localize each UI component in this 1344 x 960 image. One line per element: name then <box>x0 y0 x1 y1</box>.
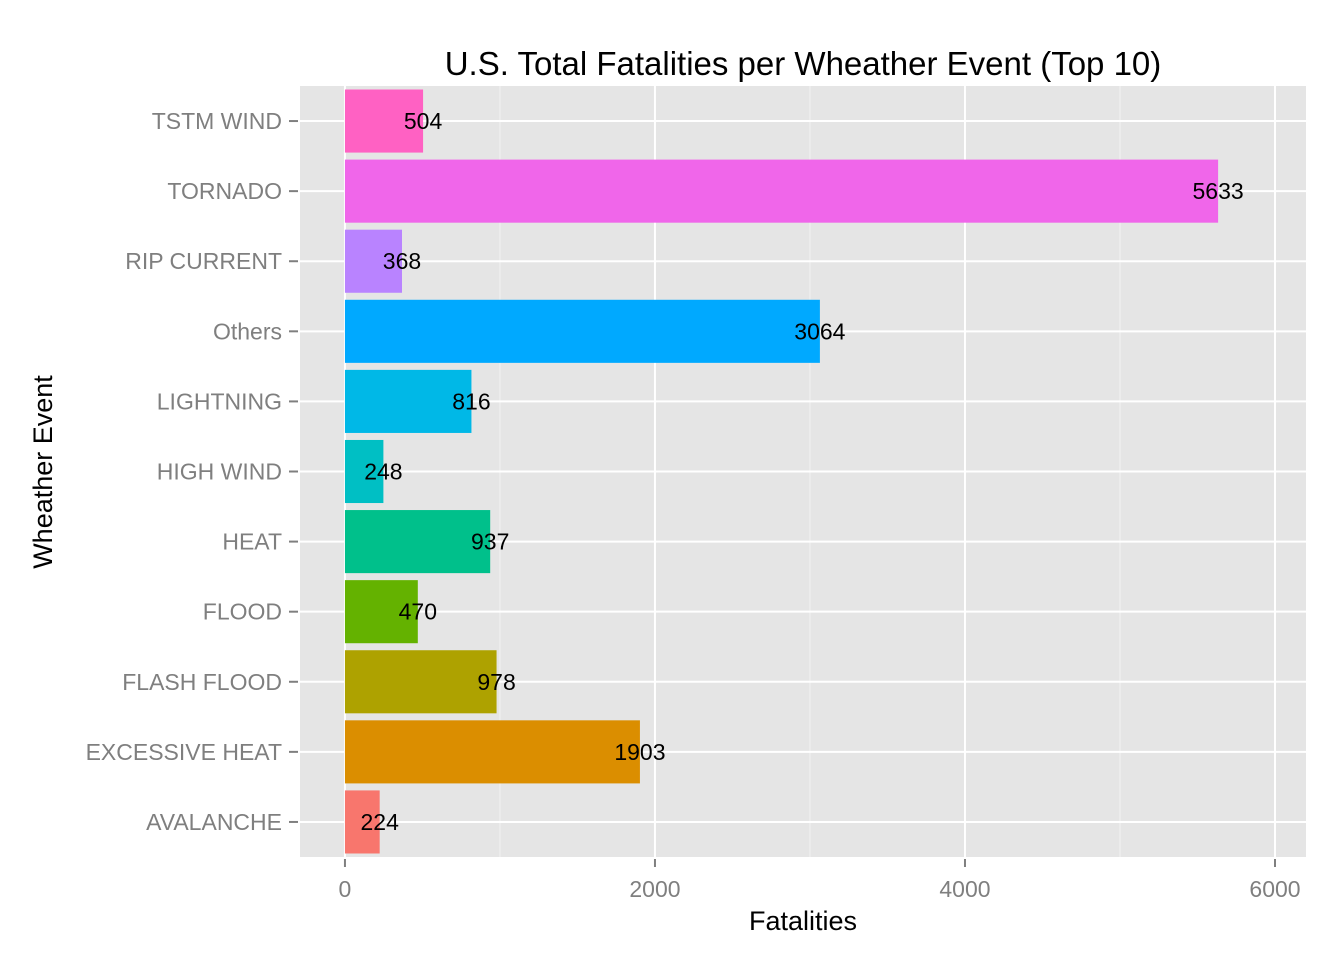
x-tick-label: 0 <box>339 876 352 902</box>
bar <box>344 439 384 504</box>
bar <box>344 299 820 363</box>
bar-value-label: 504 <box>404 108 443 134</box>
bar-value-label: 5633 <box>1193 178 1244 204</box>
x-axis: 0 2000 4000 6000 <box>339 859 1301 902</box>
x-tick-label: 6000 <box>1249 876 1300 902</box>
y-tick-label: HIGH WIND <box>157 459 282 485</box>
x-axis-label: Fatalities <box>749 906 857 936</box>
y-tick-label: FLOOD <box>203 599 282 625</box>
bar <box>344 720 640 784</box>
y-tick-label: RIP CURRENT <box>125 248 282 274</box>
chart-title: U.S. Total Fatalities per Wheather Event… <box>445 45 1162 82</box>
bar <box>344 790 380 854</box>
bar <box>344 580 418 644</box>
y-tick-label: TORNADO <box>167 178 282 204</box>
bar <box>344 89 424 153</box>
bar <box>344 159 1219 223</box>
bars <box>344 89 1219 854</box>
bar-value-label: 978 <box>477 669 515 695</box>
y-tick-label: Others <box>213 318 282 344</box>
bar-value-label: 470 <box>399 599 437 625</box>
y-tick-label: LIGHTNING <box>157 388 282 414</box>
bar-value-label: 1903 <box>614 739 665 765</box>
bar-value-label: 816 <box>452 388 490 414</box>
y-tick-label: TSTM WIND <box>152 108 282 134</box>
bar-value-labels: 504 5633 368 3064 816 248 937 470 978 1903 224 <box>360 108 1243 835</box>
bar <box>344 369 472 433</box>
x-tick-label: 2000 <box>629 876 680 902</box>
y-axis: TSTM WIND TORNADO RIP CURRENT Others LIGHTNI… <box>86 108 298 835</box>
y-tick-label: HEAT <box>222 529 282 555</box>
x-tick-label: 4000 <box>939 876 990 902</box>
bar-value-label: 224 <box>360 809 399 835</box>
y-tick-label: AVALANCHE <box>146 809 282 835</box>
y-tick-label: FLASH FLOOD <box>122 669 282 695</box>
bar-value-label: 3064 <box>794 318 845 344</box>
bar-value-label: 368 <box>383 248 421 274</box>
bar <box>344 650 497 714</box>
y-tick-label: EXCESSIVE HEAT <box>86 739 282 765</box>
bar-value-label: 937 <box>471 529 509 555</box>
y-axis-label: Wheather Event <box>28 375 58 569</box>
bar <box>344 510 491 574</box>
bar <box>344 229 402 293</box>
bar-value-label: 248 <box>364 459 402 485</box>
